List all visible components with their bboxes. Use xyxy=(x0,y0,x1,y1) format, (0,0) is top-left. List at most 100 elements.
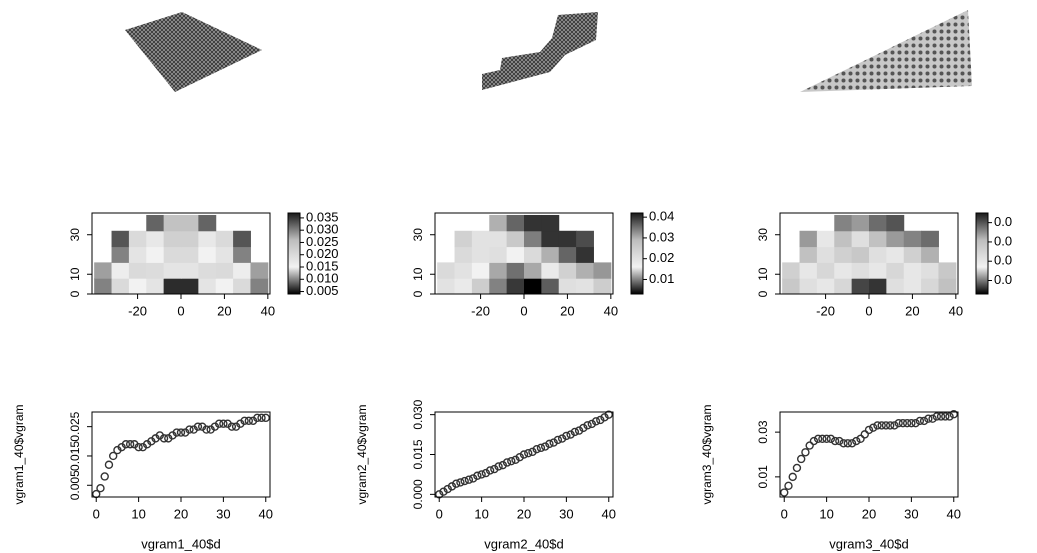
heat-cell xyxy=(198,246,217,263)
x-tick-label: -20 xyxy=(471,303,490,318)
point xyxy=(473,471,482,480)
heat-cell xyxy=(181,230,199,248)
point xyxy=(214,419,224,428)
heat-cell xyxy=(799,246,818,263)
colorbar-tick-label: 0.0 xyxy=(994,214,1012,229)
point xyxy=(860,430,869,439)
point xyxy=(796,454,806,464)
heat-cell xyxy=(524,262,542,279)
heat-cell xyxy=(233,278,251,295)
heat-cell xyxy=(921,230,939,248)
heat-cell xyxy=(816,230,835,248)
heat-cell xyxy=(181,278,199,295)
colorbar-tick-label: 0.010 xyxy=(306,271,339,286)
point xyxy=(439,487,448,496)
point xyxy=(185,425,194,434)
x-tick-label: 0 xyxy=(93,506,100,521)
heat-cell xyxy=(541,278,560,295)
heat-cell xyxy=(799,230,818,248)
heat-cell xyxy=(163,214,182,232)
point xyxy=(864,425,874,435)
scatter-panel: vgram3_40$d vgram3_40$vgram 0 10 20 30 40 0.01 0… xyxy=(700,404,961,551)
point xyxy=(519,450,529,459)
point xyxy=(596,415,605,425)
point xyxy=(451,479,461,488)
point xyxy=(801,448,810,457)
heat-cell xyxy=(938,262,957,279)
heat-cell xyxy=(506,262,525,279)
heat-cell xyxy=(181,214,199,232)
point xyxy=(902,418,912,428)
heat-cell xyxy=(215,278,234,295)
x-tick-label: 0 xyxy=(177,303,184,318)
point xyxy=(545,439,554,449)
point xyxy=(456,478,465,487)
x-tick-label: 0 xyxy=(520,303,527,318)
heat-cell xyxy=(541,214,560,232)
heat-cell xyxy=(816,246,835,263)
point xyxy=(553,435,563,445)
point xyxy=(894,418,903,428)
point xyxy=(536,443,546,453)
heat-cell xyxy=(921,262,939,279)
heat-cell xyxy=(215,246,234,263)
point xyxy=(591,417,601,426)
point xyxy=(261,413,270,423)
colorbar-tick-label: 0.005 xyxy=(306,283,339,298)
colorbar-tick-label: 0.0 xyxy=(994,233,1012,248)
point xyxy=(852,436,861,446)
x-tick-label: 40 xyxy=(947,506,961,521)
x-tick-label: 0 xyxy=(436,506,443,521)
surface-image xyxy=(482,12,598,90)
heat-cell xyxy=(886,230,905,248)
heat-cell xyxy=(921,278,939,295)
heat-cell xyxy=(163,230,182,248)
heat-cell xyxy=(886,214,905,232)
point xyxy=(549,438,558,447)
y-tick-label: 0.030 xyxy=(411,399,425,429)
heat-cell xyxy=(128,262,147,279)
heat-cell xyxy=(903,262,922,279)
heat-cell xyxy=(233,262,251,279)
x-tick-label: 40 xyxy=(259,506,273,521)
y-tick-label: 30 xyxy=(68,228,82,242)
colorbar-tick-label: 0.04 xyxy=(649,209,674,224)
heat-cell xyxy=(198,278,217,295)
point xyxy=(780,488,789,497)
heat-cell xyxy=(489,246,508,263)
point xyxy=(792,463,802,473)
heat-cell xyxy=(834,278,853,295)
heat-cell xyxy=(250,278,269,295)
heat-cell xyxy=(524,214,542,232)
point xyxy=(460,476,469,486)
heat-cell xyxy=(869,230,887,248)
plot-frame xyxy=(434,411,614,498)
point xyxy=(507,456,516,466)
y-tick-label: 10 xyxy=(756,267,770,281)
heat-cell xyxy=(851,230,870,248)
point xyxy=(104,460,114,469)
point xyxy=(134,442,143,452)
point xyxy=(108,451,118,461)
point xyxy=(805,441,814,450)
y-axis-label: vgram1_40$vgram xyxy=(12,404,26,504)
point xyxy=(176,428,186,437)
point xyxy=(873,421,882,430)
heat-cell xyxy=(489,214,508,232)
y-tick-label: 0.000 xyxy=(411,479,425,509)
x-tick-label: -20 xyxy=(128,303,147,318)
heat-cell xyxy=(111,246,130,263)
heat-cell xyxy=(163,278,182,295)
heat-cell xyxy=(869,278,887,295)
point xyxy=(919,416,929,426)
point xyxy=(253,413,262,423)
heat-cell xyxy=(506,214,525,232)
heat-cell xyxy=(128,230,147,248)
heat-cell xyxy=(146,230,165,248)
y-tick-label: 30 xyxy=(756,228,770,242)
heat-cell xyxy=(834,262,853,279)
point xyxy=(826,434,836,444)
heat-cell xyxy=(94,278,113,295)
heat-cell xyxy=(541,246,560,263)
heatmap-panel: 0.0 0.0 0.0 0.0 -20 0 20 40 0 10 30 xyxy=(756,212,1012,318)
